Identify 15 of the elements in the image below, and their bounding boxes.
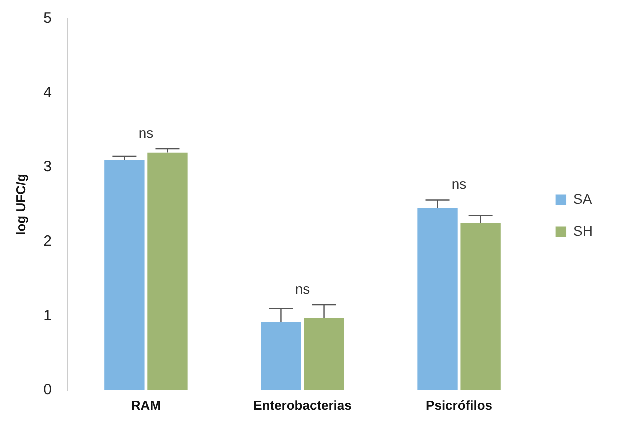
- x-tick-label: Psicrófilos: [426, 398, 493, 413]
- legend-label: SA: [574, 190, 593, 207]
- y-tick-label: 2: [44, 232, 52, 250]
- y-tick-label: 1: [44, 307, 52, 324]
- annotation: ns: [295, 280, 310, 297]
- y-tick-label: 3: [44, 158, 52, 176]
- annotation: ns: [138, 124, 154, 141]
- y-tick-label: 0: [44, 382, 52, 399]
- legend-label: SH: [574, 222, 594, 239]
- y-tick-label: 5: [44, 10, 52, 28]
- x-tick-label: Enterobacterias: [254, 398, 352, 413]
- y-axis-title: log UFC/g: [13, 174, 28, 236]
- annotation: ns: [452, 176, 467, 192]
- y-tick-label: 4: [44, 84, 52, 102]
- x-tick-label: RAM: [131, 398, 162, 413]
